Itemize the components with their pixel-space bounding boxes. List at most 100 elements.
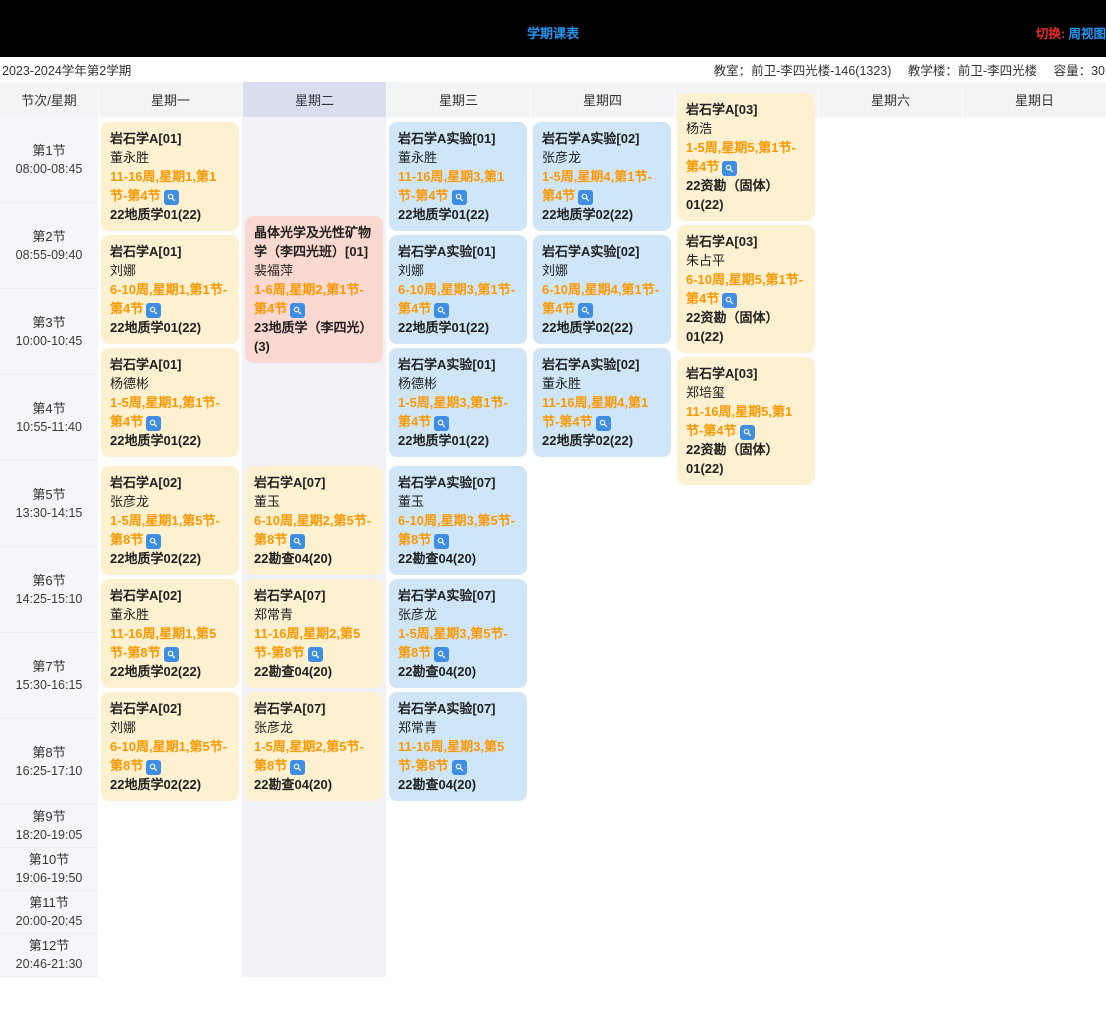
course-schedule: 1-5周,星期3,第1节-第4节 [398,393,518,431]
course-schedule-text: 6-10周,星期4,第1节-第4节 [542,281,660,316]
course-schedule: 6-10周,星期1,第1节-第4节 [110,280,230,318]
magnifier-icon[interactable] [290,533,306,549]
course-card[interactable]: 岩石学A[03] 朱占平 6-10周,星期5,第1节-第4节 22资勘（固体）01(2… [677,225,815,353]
course-schedule: 11-16周,星期2,第5节-第8节 [254,624,374,662]
period-name: 第12节 [28,938,70,953]
magnifier-icon[interactable] [290,302,306,318]
course-card[interactable]: 岩石学A[01] 杨德彬 1-5周,星期1,第1节-第4节 22地质学01(22) [101,347,239,457]
period-time: 15:30-16:15 [15,677,83,692]
course-teacher: 张彦龙 [254,719,294,735]
course-card[interactable]: 岩石学A[02] 刘娜 6-10周,星期1,第5节-第8节 22地质学02(22) [101,691,239,801]
course-schedule: 1-5周,星期2,第5节-第8节 [254,737,374,775]
course-card[interactable]: 岩石学A[07] 董玉 6-10周,星期2,第5节-第8节 22勘查04(20) [245,465,383,575]
course-class: 22地质学01(22) [110,432,202,448]
course-class: 22地质学01(22) [398,206,490,222]
view-switch[interactable]: 切换: 周视图 [1036,23,1106,42]
course-title: 岩石学A实验[07] [398,700,496,716]
capacity-label: 容量： [1053,64,1092,78]
day-column [962,117,1106,977]
course-class: 22勘查04(20) [398,550,477,566]
view-switch-value[interactable]: 周视图 [1068,27,1106,41]
course-card[interactable]: 岩石学A实验[02] 张彦龙 1-5周,星期4,第1节-第4节 22地质学02(22) [533,121,671,231]
course-class: 22勘查04(20) [398,663,477,679]
course-schedule-text: 11-16周,星期3,第1节-第4节 [398,168,505,203]
course-card[interactable]: 岩石学A[07] 郑常青 11-16周,星期2,第5节-第8节 22勘查04(20) [245,578,383,688]
course-card[interactable]: 岩石学A实验[07] 郑常青 11-16周,星期3,第5节-第8节 22勘查04(20… [389,691,527,801]
course-teacher: 刘娜 [110,719,137,735]
course-card[interactable]: 岩石学A[01] 刘娜 6-10周,星期1,第1节-第4节 22地质学01(22) [101,234,239,344]
course-schedule-text: 11-16周,星期1,第1节-第4节 [110,168,217,203]
magnifier-icon[interactable] [595,415,611,431]
period-time: 10:55-11:40 [16,419,82,434]
course-schedule: 11-16周,星期5,第1节-第4节 [686,402,806,440]
magnifier-icon[interactable] [290,759,306,775]
course-card[interactable]: 岩石学A[07] 张彦龙 1-5周,星期2,第5节-第8节 22勘查04(20) [245,691,383,801]
course-schedule-text: 11-16周,星期5,第1节-第4节 [686,404,793,438]
course-card[interactable]: 岩石学A[02] 张彦龙 1-5周,星期1,第5节-第8节 22地质学02(22) [101,465,239,575]
course-card[interactable]: 晶体光学及光性矿物学（李四光班）[01] 裴福萍 1-6周,星期2,第1节-第4节 2… [245,215,383,363]
course-schedule-text: 6-10周,星期3,第5节-第8节 [398,512,516,547]
course-schedule: 11-16周,星期3,第1节-第4节 [398,167,518,205]
course-class: 22资勘（固体）01(22) [686,178,779,212]
course-card[interactable]: 岩石学A[01] 董永胜 11-16周,星期1,第1节-第4节 22地质学01(22) [101,121,239,231]
course-teacher: 董玉 [398,493,425,509]
magnifier-icon[interactable] [434,415,450,431]
course-schedule: 6-10周,星期3,第5节-第8节 [398,511,518,549]
magnifier-icon[interactable] [451,759,467,775]
course-card[interactable]: 岩石学A实验[02] 董永胜 11-16周,星期4,第1节-第4节 22地质学02(2… [533,347,671,457]
day-column: 岩石学A[03] 杨浩 1-5周,星期5,第1节-第4节 22资勘（固体）01(22)… [674,93,818,977]
magnifier-icon[interactable] [722,161,738,176]
course-card[interactable]: 岩石学A[03] 郑培玺 11-16周,星期5,第1节-第4节 22资勘（固体）01(… [677,357,815,485]
magnifier-icon[interactable] [307,646,323,662]
course-title: 岩石学A实验[02] [542,243,640,259]
course-card[interactable]: 岩石学A实验[01] 董永胜 11-16周,星期3,第1节-第4节 22地质学01(2… [389,121,527,231]
course-card[interactable]: 岩石学A实验[02] 刘娜 6-10周,星期4,第1节-第4节 22地质学02(22) [533,234,671,344]
period-time: 08:00-08:45 [15,161,83,176]
period-name: 第5节 [32,486,66,502]
course-title: 岩石学A[07] [254,700,326,716]
course-class: 22地质学01(22) [398,432,490,448]
course-title: 岩石学A[01] [110,356,182,372]
magnifier-icon[interactable] [722,293,738,308]
magnifier-icon[interactable] [163,646,179,662]
magnifier-icon[interactable] [146,533,162,549]
magnifier-icon[interactable] [739,425,755,440]
course-schedule-text: 1-5周,星期2,第5节-第8节 [254,738,364,773]
period-time: 10:00-10:45 [15,333,83,348]
magnifier-icon[interactable] [163,189,179,205]
course-card[interactable]: 岩石学A实验[01] 刘娜 6-10周,星期3,第1节-第4节 22地质学01(22) [389,234,527,344]
course-card[interactable]: 岩石学A[03] 杨浩 1-5周,星期5,第1节-第4节 22资勘（固体）01(22) [677,93,815,221]
course-schedule-text: 1-5周,星期1,第5节-第8节 [110,512,220,547]
magnifier-icon[interactable] [451,189,467,205]
period-time: 08:55-09:40 [15,247,83,262]
magnifier-icon[interactable] [146,759,162,775]
course-teacher: 董永胜 [110,149,150,165]
period-cell: 第8节 16:25-17:10 [0,719,98,805]
course-card[interactable]: 岩石学A[02] 董永胜 11-16周,星期1,第5节-第8节 22地质学02(22) [101,578,239,688]
course-teacher: 董永胜 [398,149,438,165]
period-name: 第10节 [28,852,70,867]
course-schedule: 1-5周,星期5,第1节-第4节 [686,138,806,176]
period-block: 岩石学A实验[02] 张彦龙 1-5周,星期4,第1节-第4节 22地质学02(22)… [530,117,674,461]
magnifier-icon[interactable] [434,533,450,549]
magnifier-icon[interactable] [578,302,594,318]
magnifier-icon[interactable] [146,302,162,318]
course-schedule-text: 1-5周,星期3,第5节-第8节 [398,625,508,660]
course-class: 22资勘（固体）01(22) [686,310,779,344]
course-schedule-text: 6-10周,星期1,第5节-第8节 [110,738,228,773]
course-schedule-text: 1-6周,星期2,第1节-第4节 [254,281,364,316]
course-teacher: 杨德彬 [398,375,438,391]
magnifier-icon[interactable] [578,189,594,205]
period-cell: 第9节 18:20-19:05 [0,805,98,848]
course-schedule: 1-6周,星期2,第1节-第4节 [254,280,374,318]
magnifier-icon[interactable] [146,415,162,431]
course-card[interactable]: 岩石学A实验[07] 董玉 6-10周,星期3,第5节-第8节 22勘查04(20) [389,465,527,575]
magnifier-icon[interactable] [434,646,450,662]
period-name: 第8节 [32,744,66,760]
course-card[interactable]: 岩石学A实验[07] 张彦龙 1-5周,星期3,第5节-第8节 22勘查04(20) [389,578,527,688]
course-class: 22勘查04(20) [254,550,333,566]
period-name: 第9节 [32,809,66,824]
course-card[interactable]: 岩石学A实验[01] 杨德彬 1-5周,星期3,第1节-第4节 22地质学01(22) [389,347,527,457]
magnifier-icon[interactable] [434,302,450,318]
course-title: 晶体光学及光性矿物学（李四光班）[01] [254,224,372,259]
